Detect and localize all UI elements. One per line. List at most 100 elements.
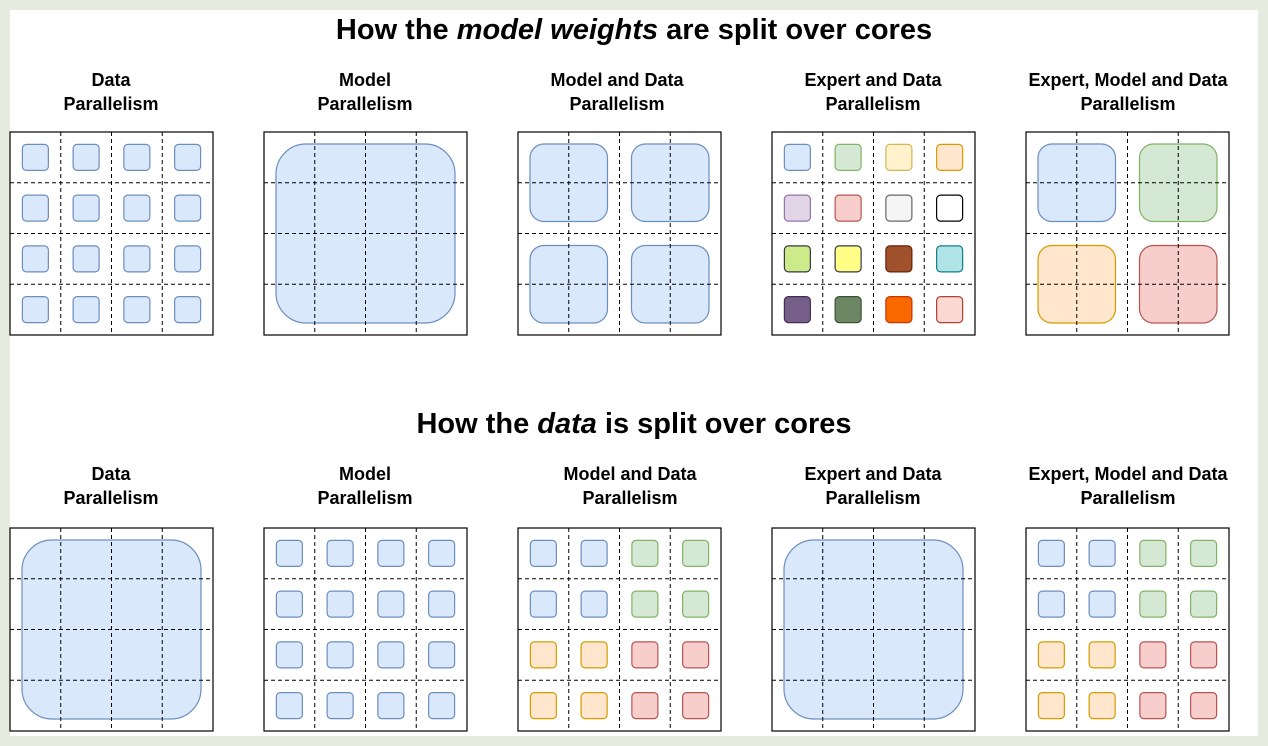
core-grid <box>263 131 468 336</box>
core-shard <box>631 590 659 618</box>
core-shard <box>1139 539 1167 567</box>
core-shard <box>631 641 659 669</box>
core-shard <box>1037 641 1065 669</box>
core-shard <box>428 641 456 669</box>
panel-label: Parallelism <box>582 488 677 508</box>
core-shard <box>174 245 202 273</box>
core-shard <box>1190 641 1218 669</box>
core-shard <box>936 143 964 171</box>
panel-label: Parallelism <box>569 94 664 114</box>
title-emphasis: model weights <box>457 14 658 46</box>
panel-label: Parallelism <box>825 488 920 508</box>
core-shard <box>630 244 710 324</box>
core-shard <box>377 539 405 567</box>
panel-label: Model and Data <box>550 70 684 90</box>
core-shard <box>1139 590 1167 618</box>
core-shard <box>834 296 862 324</box>
core-shard <box>275 539 303 567</box>
core-grid <box>263 527 468 732</box>
core-shard <box>529 539 557 567</box>
panel-label: Parallelism <box>317 488 412 508</box>
core-shard <box>72 296 100 324</box>
panel-label: Model <box>339 464 391 484</box>
core-shard <box>631 692 659 720</box>
panel-label: Expert and Data <box>804 70 942 90</box>
core-shard <box>377 641 405 669</box>
core-shard <box>72 194 100 222</box>
section-title: How the model weights are split over cores <box>336 14 932 46</box>
core-shard <box>1190 590 1218 618</box>
core-shard <box>326 590 354 618</box>
core-grid <box>9 131 214 336</box>
core-grid <box>517 131 722 336</box>
core-shard <box>123 143 151 171</box>
core-shard <box>428 539 456 567</box>
panel-label: Expert, Model and Data <box>1028 70 1228 90</box>
core-shard <box>529 590 557 618</box>
core-grid <box>771 131 976 336</box>
core-shard <box>936 194 964 222</box>
core-shard <box>21 245 49 273</box>
core-shard <box>21 143 49 171</box>
core-grid <box>1025 131 1230 336</box>
core-shard <box>783 194 811 222</box>
core-shard <box>1190 539 1218 567</box>
core-shard <box>885 194 913 222</box>
core-shard <box>1037 692 1065 720</box>
core-shard <box>936 245 964 273</box>
core-shard <box>275 641 303 669</box>
core-shard <box>1190 692 1218 720</box>
title-text: How the <box>336 14 449 46</box>
panel-label: Data <box>91 70 131 90</box>
core-shard <box>1088 590 1116 618</box>
core-shard <box>1139 641 1167 669</box>
core-shard <box>834 245 862 273</box>
core-grid <box>1025 527 1230 732</box>
core-shard <box>783 245 811 273</box>
panel-label: Parallelism <box>1080 94 1175 114</box>
core-shard <box>428 590 456 618</box>
panel-label: Parallelism <box>825 94 920 114</box>
core-shard <box>529 692 557 720</box>
core-shard <box>580 641 608 669</box>
core-shard <box>275 590 303 618</box>
core-shard <box>326 641 354 669</box>
core-shard <box>783 143 811 171</box>
core-shard <box>580 539 608 567</box>
core-shard <box>529 641 557 669</box>
panel-label: Parallelism <box>1080 488 1175 508</box>
core-shard <box>326 539 354 567</box>
core-shard <box>885 245 913 273</box>
core-shard <box>377 590 405 618</box>
core-shard <box>377 692 405 720</box>
core-shard <box>682 590 710 618</box>
core-shard <box>682 692 710 720</box>
panel-label: Parallelism <box>63 94 158 114</box>
core-shard <box>174 194 202 222</box>
title-emphasis: data <box>537 408 597 440</box>
core-shard <box>1037 539 1065 567</box>
core-shard <box>682 641 710 669</box>
core-shard <box>21 296 49 324</box>
core-shard <box>783 296 811 324</box>
panel-label: Parallelism <box>317 94 412 114</box>
panel-label: Expert, Model and Data <box>1028 464 1228 484</box>
core-shard <box>834 143 862 171</box>
core-shard <box>428 692 456 720</box>
core-shard <box>936 296 964 324</box>
core-shard <box>326 692 354 720</box>
core-shard <box>123 296 151 324</box>
core-shard <box>123 245 151 273</box>
section-title: How the data is split over cores <box>416 408 851 440</box>
core-shard <box>72 143 100 171</box>
core-shard <box>885 296 913 324</box>
core-grid <box>9 527 214 732</box>
title-text: How the <box>416 408 529 440</box>
panel-label: Model and Data <box>563 464 697 484</box>
core-shard <box>580 590 608 618</box>
core-shard <box>72 245 100 273</box>
core-shard <box>580 692 608 720</box>
panel-label: Model <box>339 70 391 90</box>
core-grid <box>771 527 976 732</box>
